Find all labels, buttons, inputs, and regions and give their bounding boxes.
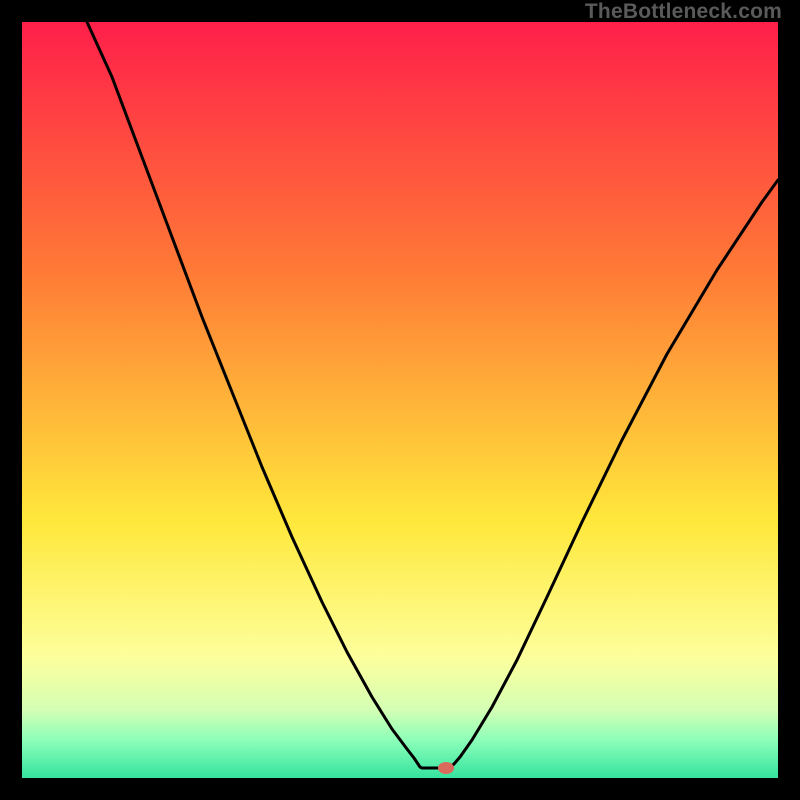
watermark-text: TheBottleneck.com xyxy=(585,0,782,24)
figure-root: TheBottleneck.com xyxy=(0,0,800,800)
plot-area xyxy=(22,22,778,778)
